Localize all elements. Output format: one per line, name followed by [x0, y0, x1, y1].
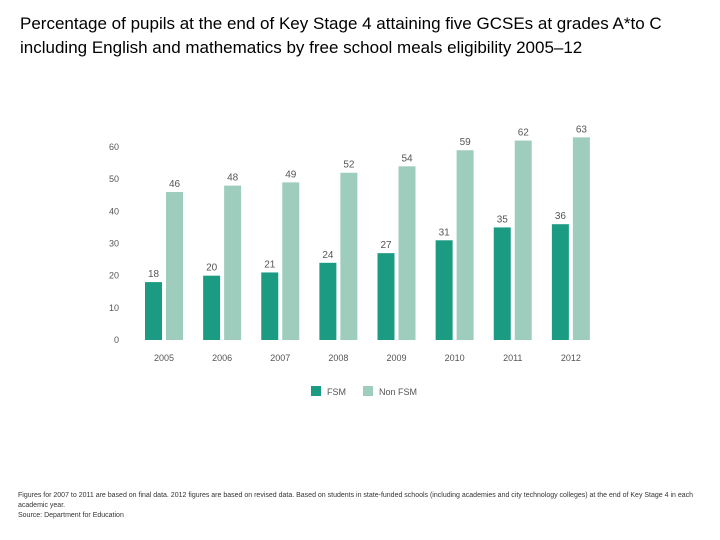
- non-fsm-data-label: 54: [401, 153, 413, 164]
- fsm-bar: [319, 262, 337, 340]
- x-tick-label: 2009: [386, 353, 406, 363]
- x-tick-label: 2007: [270, 353, 290, 363]
- x-tick-label: 2006: [212, 353, 232, 363]
- non-fsm-data-label: 62: [518, 128, 530, 139]
- non-fsm-bar: [514, 140, 532, 340]
- non-fsm-data-label: 49: [285, 169, 297, 180]
- chart-footnote: Figures for 2007 to 2011 are based on fi…: [18, 491, 708, 521]
- non-fsm-data-label: 46: [169, 179, 181, 190]
- non-fsm-bar: [166, 192, 183, 340]
- x-tick-label: 2011: [503, 353, 522, 363]
- non-fsm-bar: [224, 185, 242, 340]
- x-tick-label: 2012: [561, 353, 581, 363]
- fsm-data-label: 27: [380, 240, 392, 251]
- y-tick-label: 20: [109, 271, 119, 281]
- legend-swatch-non-fsm: [363, 386, 373, 396]
- y-tick-label: 50: [109, 174, 119, 184]
- legend-label-fsm: FSM: [327, 387, 346, 397]
- fsm-bar: [493, 227, 511, 340]
- y-tick-label: 0: [114, 335, 119, 345]
- source-text: Source: Department for Education: [18, 512, 124, 519]
- non-fsm-bar: [572, 137, 590, 340]
- non-fsm-data-label: 48: [227, 173, 239, 184]
- legend-swatch-fsm: [311, 386, 321, 396]
- fsm-data-label: 31: [439, 227, 451, 238]
- x-tick-label: 2010: [445, 353, 465, 363]
- fsm-data-label: 18: [148, 269, 160, 280]
- chart-title: Percentage of pupils at the end of Key S…: [20, 14, 662, 57]
- non-fsm-data-label: 59: [460, 137, 472, 148]
- fsm-data-label: 20: [206, 263, 218, 274]
- non-fsm-bar: [456, 150, 474, 340]
- fsm-bar: [551, 224, 569, 340]
- y-tick-label: 10: [109, 303, 119, 313]
- fsm-data-label: 36: [555, 211, 567, 222]
- fsm-data-label: 35: [497, 214, 509, 225]
- fsm-bar: [203, 275, 221, 340]
- legend-label-non-fsm: Non FSM: [379, 387, 417, 397]
- x-tick-label: 2008: [328, 353, 348, 363]
- y-tick-label: 60: [109, 142, 119, 152]
- non-fsm-data-label: 63: [576, 124, 588, 135]
- fsm-bar: [377, 253, 395, 340]
- fsm-bar: [261, 272, 279, 340]
- y-tick-label: 40: [109, 206, 119, 216]
- fsm-bar: [145, 282, 162, 340]
- y-tick-label: 30: [109, 239, 119, 249]
- non-fsm-bar: [282, 182, 300, 340]
- non-fsm-data-label: 52: [343, 160, 355, 171]
- x-tick-label: 2005: [154, 353, 174, 363]
- fsm-data-label: 21: [264, 259, 276, 270]
- non-fsm-bar: [340, 172, 358, 340]
- fsm-data-label: 24: [322, 250, 334, 261]
- non-fsm-bar: [398, 166, 416, 340]
- bar-chart: 0 10 20 30 40 50 60 18 46 2005 20 48 2006 21 49 2007 24 5…: [109, 124, 590, 397]
- footnote-text: Figures for 2007 to 2011 are based on fi…: [18, 492, 694, 509]
- fsm-bar: [435, 240, 453, 340]
